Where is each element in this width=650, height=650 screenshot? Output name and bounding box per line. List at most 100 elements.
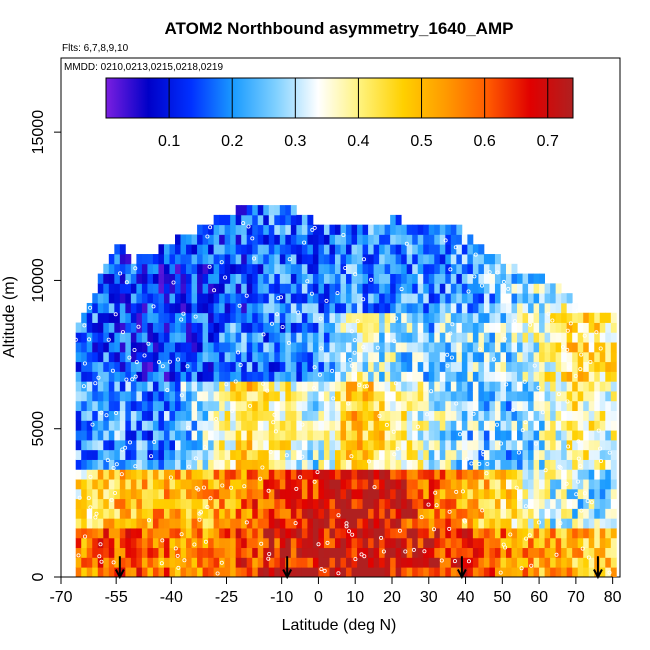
heatmap-cell — [307, 518, 314, 529]
heatmap-cell — [312, 263, 319, 275]
heatmap-cell — [539, 518, 546, 529]
heatmap-cell — [478, 273, 485, 284]
heatmap-cell — [472, 420, 479, 431]
heatmap-cell — [461, 342, 468, 353]
heatmap-cell — [340, 508, 347, 519]
sample-dot — [173, 546, 178, 551]
heatmap-cell — [252, 332, 259, 343]
heatmap-cell — [539, 312, 546, 323]
sample-dot — [259, 541, 264, 546]
heatmap-cell — [528, 381, 534, 392]
heatmap-cell — [351, 283, 358, 294]
heatmap-cell — [346, 351, 352, 363]
sample-dot — [384, 422, 389, 427]
heatmap-cell — [180, 547, 187, 558]
heatmap-cell — [147, 459, 154, 470]
sample-dot — [434, 503, 439, 508]
heatmap-cell — [384, 322, 391, 333]
heatmap-cell — [108, 302, 115, 314]
sample-dot — [426, 502, 431, 507]
heatmap-cell — [362, 244, 369, 255]
heatmap-cell — [323, 224, 330, 235]
heatmap-cell — [351, 537, 358, 549]
heatmap-cell — [522, 322, 529, 333]
heatmap-cell — [235, 283, 242, 294]
heatmap-cell — [191, 479, 198, 490]
heatmap-cell — [522, 508, 529, 519]
heatmap-cell — [318, 224, 325, 235]
heatmap-cell — [384, 537, 391, 549]
heatmap-cell — [566, 332, 573, 343]
heatmap-cell — [533, 351, 540, 363]
sample-dot — [348, 357, 353, 362]
heatmap-cell — [439, 498, 446, 509]
heatmap-cell — [175, 351, 181, 363]
heatmap-cells — [75, 205, 617, 577]
heatmap-cell — [511, 342, 518, 353]
heatmap-cell — [108, 312, 115, 323]
heatmap-cell — [141, 371, 148, 382]
heatmap-cell — [285, 361, 292, 372]
heatmap-cell — [257, 263, 264, 275]
heatmap-cell — [312, 439, 319, 451]
heatmap-cell — [301, 263, 308, 275]
heatmap-cell — [357, 254, 363, 265]
heatmap-cell — [390, 469, 397, 480]
heatmap-cell — [274, 391, 281, 402]
heatmap-cell — [323, 420, 330, 431]
heatmap-cell — [307, 547, 314, 558]
sample-dot — [565, 399, 570, 404]
heatmap-cell — [522, 400, 529, 412]
heatmap-cell — [384, 439, 391, 451]
heatmap-cell — [373, 518, 380, 529]
heatmap-cell — [517, 567, 523, 577]
sample-dot — [415, 424, 420, 429]
heatmap-cell — [279, 371, 286, 382]
heatmap-cell — [318, 332, 325, 343]
heatmap-cell — [334, 371, 341, 382]
heatmap-cell — [528, 273, 534, 284]
heatmap-cell — [274, 361, 281, 372]
heatmap-cell — [428, 537, 435, 549]
heatmap-cell — [213, 342, 220, 353]
heatmap-cell — [180, 557, 187, 568]
heatmap-cell — [555, 302, 562, 314]
heatmap-cell — [114, 283, 121, 294]
heatmap-cell — [362, 439, 369, 451]
heatmap-cell — [395, 449, 402, 460]
heatmap-cell — [346, 332, 352, 343]
heatmap-cell — [114, 469, 121, 480]
heatmap-cell — [594, 449, 601, 460]
heatmap-cell — [274, 449, 281, 460]
heatmap-cell — [379, 430, 386, 441]
heatmap-cell — [346, 400, 352, 412]
heatmap-cell — [351, 547, 358, 558]
heatmap-cell — [224, 214, 231, 226]
heatmap-cell — [417, 518, 424, 529]
heatmap-cell — [450, 371, 457, 382]
heatmap-cell — [577, 567, 584, 577]
heatmap-cell — [472, 400, 479, 412]
heatmap-cell — [180, 537, 187, 549]
heatmap-cell — [599, 547, 606, 558]
heatmap-cell — [169, 361, 176, 372]
heatmap-cell — [130, 381, 137, 392]
heatmap-cell — [285, 508, 292, 519]
sample-dot — [88, 505, 93, 510]
heatmap-cell — [550, 459, 557, 470]
heatmap-cell — [362, 498, 369, 509]
heatmap-cell — [401, 322, 408, 333]
heatmap-cell — [439, 400, 446, 412]
heatmap-cell — [312, 410, 319, 421]
heatmap-cell — [379, 312, 386, 323]
heatmap-cell — [588, 567, 595, 577]
heatmap-cell — [450, 283, 457, 294]
sample-dot — [319, 392, 324, 397]
heatmap-cell — [219, 371, 226, 382]
heatmap-cell — [373, 528, 380, 539]
heatmap-cell — [610, 439, 617, 451]
heatmap-cell — [81, 332, 88, 343]
heatmap-cell — [86, 528, 93, 539]
heatmap-cell — [357, 547, 363, 558]
heatmap-cell — [219, 381, 226, 392]
